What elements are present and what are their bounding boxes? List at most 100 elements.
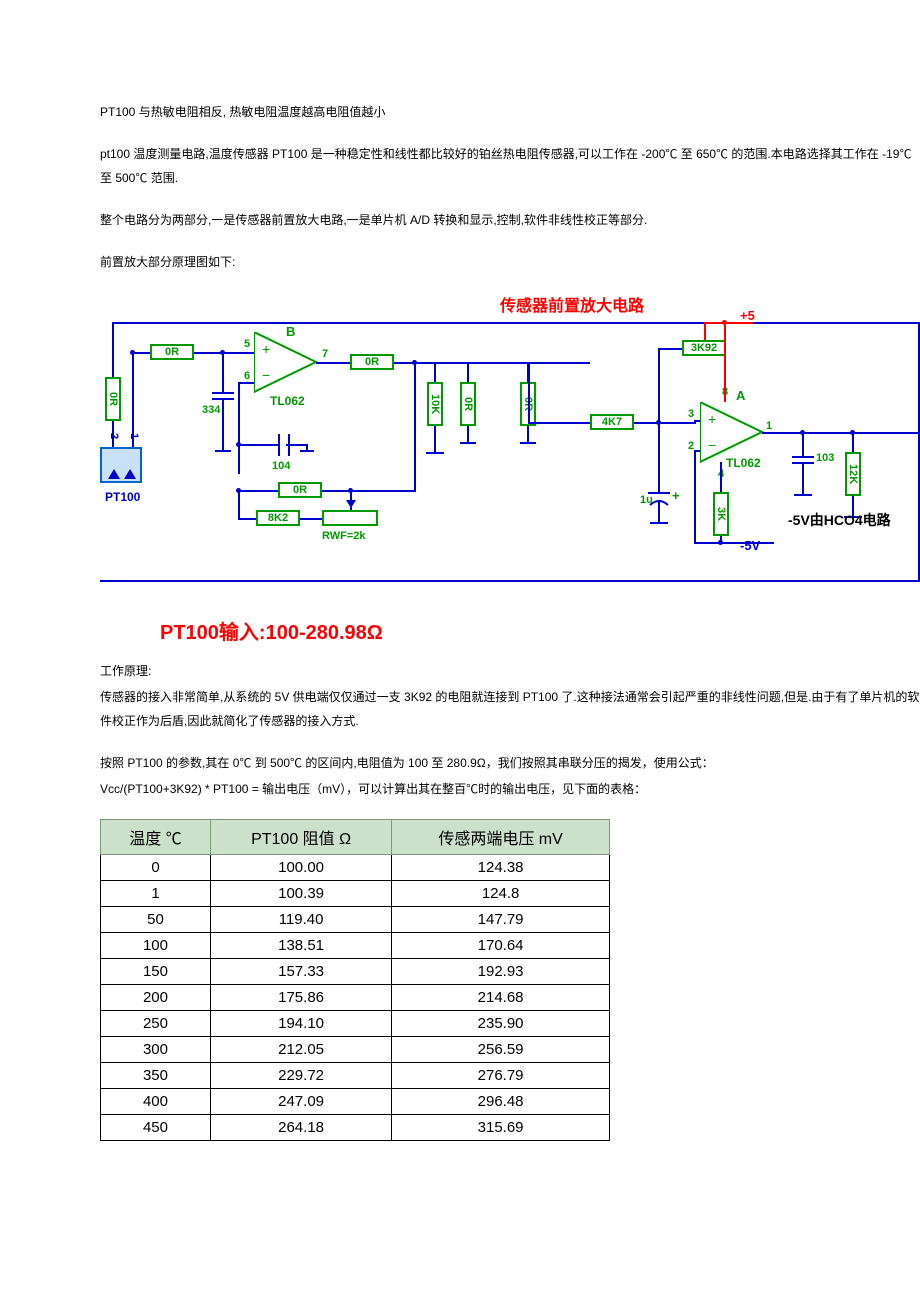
table-cell: 400 <box>101 1089 211 1115</box>
wire <box>238 490 240 520</box>
gnd <box>215 450 231 452</box>
wire <box>658 422 660 492</box>
wire-bottom-bus <box>100 580 920 582</box>
cap-104-label: 104 <box>272 460 290 472</box>
cap-334-label: 334 <box>202 404 220 416</box>
res-3k: 3K <box>713 492 729 536</box>
circuit-diagram-container: 传感器前置放大电路 PT100 2 1 0R 0R <box>100 292 920 645</box>
res-4k7: 4K7 <box>590 414 634 430</box>
circuit-diagram: 传感器前置放大电路 PT100 2 1 0R 0R <box>100 292 920 612</box>
paragraph-8: Vcc/(PT100+3K92) * PT100 = 输出电压（mV），可以计算… <box>100 777 920 801</box>
table-cell: 147.79 <box>392 907 610 933</box>
opamp-b-ic: TL062 <box>270 394 305 408</box>
res-8k2: 8K2 <box>256 510 300 526</box>
table-header-row: 温度 ℃ PT100 阻值 Ω 传感两端电压 mV <box>101 820 610 855</box>
svg-text:+: + <box>262 341 270 357</box>
gnd <box>520 442 536 444</box>
wire <box>112 322 114 377</box>
paragraph-1: PT100 与热敏电阻相反, 热敏电阻温度越高电阻值越小 <box>100 100 920 124</box>
wire <box>286 444 306 446</box>
paragraph-3: 整个电路分为两部分,一是传感器前置放大电路,一是单片机 A/D 转换和显示,控制… <box>100 208 920 232</box>
wire <box>238 382 240 472</box>
cap-104 <box>278 434 290 461</box>
table-row: 1100.39124.8 <box>101 881 610 907</box>
wire <box>694 450 696 542</box>
table-cell: 150 <box>101 959 211 985</box>
note-m5v: -5V由HCO4电路 <box>788 510 891 530</box>
table-cell: 214.68 <box>392 985 610 1011</box>
table-cell: 250 <box>101 1011 211 1037</box>
paragraph-6: 传感器的接入非常简单,从系统的 5V 供电端仅仅通过一支 3K92 的电阻就连接… <box>100 685 920 733</box>
wire <box>528 422 590 424</box>
res-0r-v1: 0R <box>460 382 476 426</box>
table-cell: 124.38 <box>392 855 610 881</box>
table-cell: 100.00 <box>210 855 391 881</box>
wire <box>802 432 804 456</box>
table-row: 200175.86214.68 <box>101 985 610 1011</box>
pin-3: 3 <box>688 408 694 420</box>
table-row: 300212.05256.59 <box>101 1037 610 1063</box>
res-12k: 12K <box>845 452 861 496</box>
col-temp: 温度 ℃ <box>101 820 211 855</box>
table-cell: 1 <box>101 881 211 907</box>
res-0r-7: 0R <box>350 354 394 370</box>
gnd <box>300 450 314 452</box>
wire <box>316 362 350 364</box>
diagram-caption: PT100输入:100-280.98Ω <box>160 616 920 645</box>
table-cell: 124.8 <box>392 881 610 907</box>
table-cell: 119.40 <box>210 907 391 933</box>
wire <box>372 490 416 492</box>
cap-103 <box>792 456 814 464</box>
wire <box>306 444 308 450</box>
res-10k: 10K <box>427 382 443 426</box>
wire <box>132 352 134 447</box>
sensor-pt100 <box>100 447 142 483</box>
pin-7: 7 <box>322 348 328 360</box>
wire <box>694 542 774 544</box>
table-row: 400247.09296.48 <box>101 1089 610 1115</box>
wire <box>132 352 150 354</box>
table-cell: 138.51 <box>210 933 391 959</box>
table-row: 250194.10235.90 <box>101 1011 610 1037</box>
gnd <box>460 442 476 444</box>
wire <box>704 322 706 340</box>
wire <box>238 444 278 446</box>
svg-text:−: − <box>708 437 716 453</box>
data-table: 温度 ℃ PT100 阻值 Ω 传感两端电压 mV 0100.00124.381… <box>100 819 610 1141</box>
wire <box>762 432 920 434</box>
pin-1: 1 <box>766 420 772 432</box>
table-cell: 157.33 <box>210 959 391 985</box>
table-cell: 264.18 <box>210 1115 391 1141</box>
table-row: 150157.33192.93 <box>101 959 610 985</box>
pot-rwf-label: RWF=2k <box>322 530 366 542</box>
cap-1u-label: 1u <box>640 494 653 506</box>
sensor-pin-1: 1 <box>128 433 140 439</box>
table-cell: 235.90 <box>392 1011 610 1037</box>
paragraph-5: 工作原理: <box>100 659 920 683</box>
node <box>722 320 727 325</box>
table-cell: 175.86 <box>210 985 391 1011</box>
wire <box>414 362 416 490</box>
table-cell: 170.64 <box>392 933 610 959</box>
table-cell: 247.09 <box>210 1089 391 1115</box>
table-row: 0100.00124.38 <box>101 855 610 881</box>
res-0r-fb: 0R <box>278 482 322 498</box>
wire <box>112 421 114 447</box>
gnd <box>426 452 444 454</box>
res-0r-vert1: 0R <box>105 377 121 421</box>
opamp-b: + − <box>254 332 334 402</box>
table-cell: 350 <box>101 1063 211 1089</box>
col-res: PT100 阻值 Ω <box>210 820 391 855</box>
table-cell: 450 <box>101 1115 211 1141</box>
wire <box>527 426 529 442</box>
opamp-b-label: B <box>286 324 295 339</box>
svg-text:+: + <box>708 411 716 427</box>
table-cell: 315.69 <box>392 1115 610 1141</box>
wire <box>222 352 224 392</box>
wire <box>658 348 660 422</box>
wire <box>238 472 240 474</box>
wire <box>238 382 254 384</box>
table-cell: 0 <box>101 855 211 881</box>
wire <box>852 432 854 452</box>
wire <box>658 502 660 522</box>
